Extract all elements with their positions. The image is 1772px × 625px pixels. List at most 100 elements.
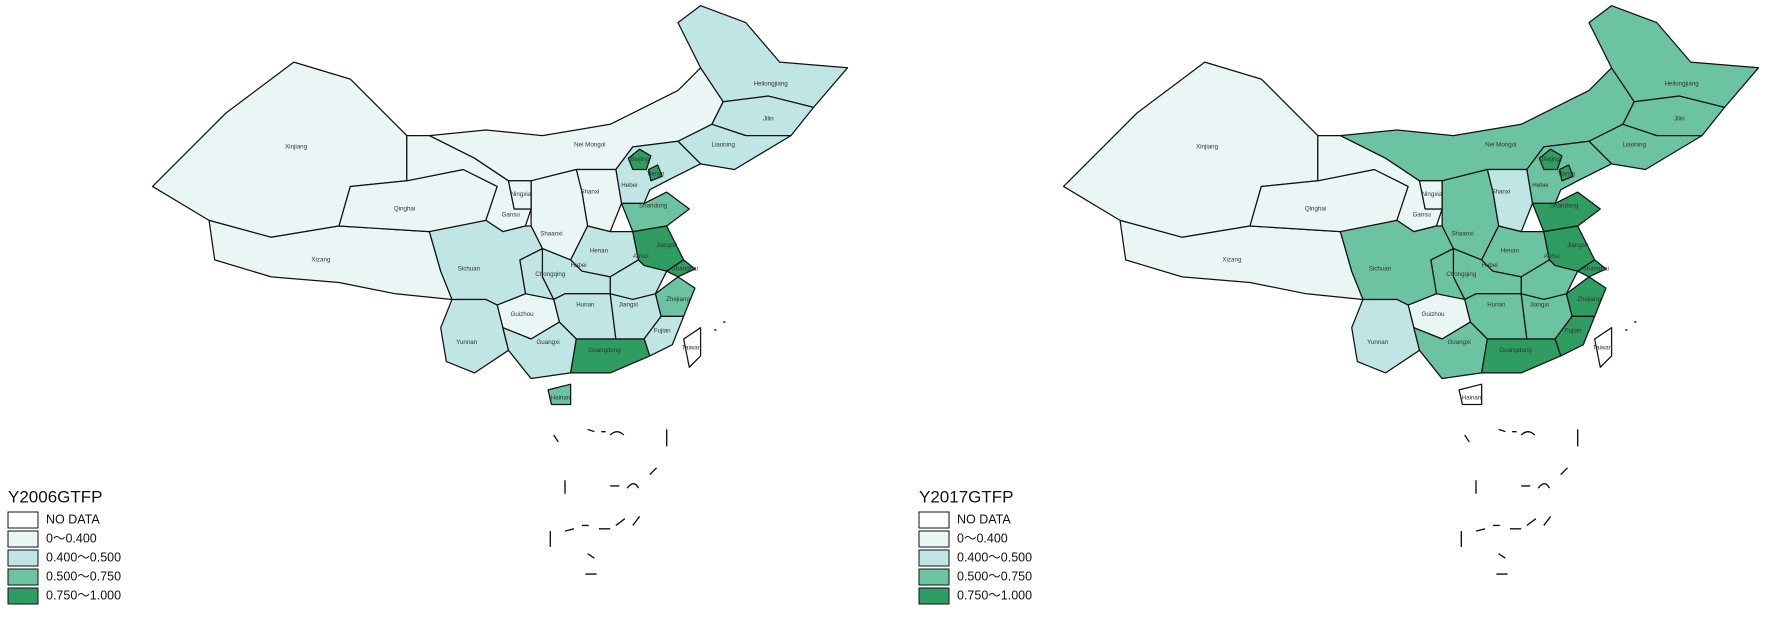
legend-label: 0.400～0.500 [957, 550, 1032, 564]
province-label: Yunnan [456, 339, 478, 346]
legend-label: 0.400～0.500 [46, 550, 121, 564]
province-label: Guangdong [588, 347, 621, 354]
province-label: Hunan [1487, 302, 1506, 309]
province-label: Guizhou [1422, 311, 1446, 318]
province [440, 298, 510, 374]
legend-swatch [7, 530, 39, 548]
legend-title: Y2006GTFP [8, 487, 103, 506]
legend-title: Y2017GTFP [919, 487, 1014, 506]
province-label: Guangdong [1499, 347, 1532, 354]
province-label: Shanxi [580, 189, 599, 196]
province-label: Yunnan [1367, 339, 1389, 346]
province-label: Taiwan [682, 345, 702, 352]
province-label: Ningxia [511, 191, 532, 198]
province-label: Jiangxi [1530, 302, 1549, 309]
province-label: Heilongjiang [1665, 80, 1700, 87]
province-label: Shandong [1550, 202, 1579, 209]
province-label: Hunan [576, 302, 595, 309]
province-label: Guangxi [536, 339, 559, 346]
province-label: Zhejiang [666, 296, 690, 303]
province-label: Tianjin [1557, 171, 1576, 178]
legend-swatch [918, 568, 950, 586]
province-label: Shanghai [1583, 266, 1609, 273]
legend-label: 0～0.400 [957, 531, 1008, 545]
islands [549, 321, 726, 575]
legend-swatch [7, 568, 39, 586]
province-label: Hebei [621, 182, 637, 189]
province-label: Jilin [1674, 115, 1685, 122]
legend-swatch [918, 511, 950, 529]
province [1558, 164, 1574, 182]
province-label: Xizang [311, 257, 331, 264]
legend-label: 0.500～0.750 [46, 569, 121, 583]
province-label: Qinghai [1305, 206, 1326, 213]
province-label: Chongqing [535, 271, 566, 278]
legend-swatch [7, 549, 39, 567]
province [1577, 259, 1607, 278]
legend-swatch [7, 511, 39, 529]
province [1418, 180, 1443, 210]
province [1588, 5, 1760, 108]
province-label: Jiangxi [619, 302, 638, 309]
legend-swatch [918, 530, 950, 548]
province-label: Zhejiang [1577, 296, 1601, 303]
province [683, 327, 702, 368]
province-label: Shanxi [1491, 189, 1510, 196]
legend-label: NO DATA [957, 512, 1011, 526]
province [1119, 219, 1364, 301]
province-label: Jiangsu [656, 242, 678, 249]
province [647, 164, 663, 182]
legend-swatch [918, 587, 950, 605]
province-label: Sichuan [458, 266, 481, 273]
legend-label: 0.750～1.000 [957, 588, 1032, 602]
province-label: Gansu [1413, 211, 1432, 218]
province-label: Ningxia [1422, 191, 1443, 198]
province-label: Guizhou [511, 311, 535, 318]
legend-label: NO DATA [46, 512, 100, 526]
province-label: Guangxi [1447, 339, 1470, 346]
province-label: Jiangsu [1567, 242, 1589, 249]
province-label: Hainan [551, 394, 571, 401]
province [1351, 298, 1421, 374]
province-label: Beijing [630, 156, 649, 163]
province-label: Xinjiang [1196, 144, 1219, 151]
province-label: Hubei [1481, 262, 1497, 269]
province [627, 148, 652, 171]
province-label: Henan [1501, 248, 1520, 255]
legend-label: 0.750～1.000 [46, 588, 121, 602]
province [1481, 338, 1562, 374]
legend-label: 0～0.400 [46, 531, 97, 545]
province-label: Gansu [502, 211, 521, 218]
province [1594, 327, 1613, 368]
province [570, 338, 651, 374]
province [677, 5, 849, 108]
province-label: Anhui [1544, 253, 1560, 260]
legend-swatch [7, 587, 39, 605]
province-label: Nei Mongol [574, 141, 605, 148]
province-label: Chongqing [1446, 271, 1477, 278]
province-label: Hubei [570, 262, 586, 269]
map-panel: Xinjiang Xizang Qinghai Gansu Nei Mongol Heil… [151, 5, 849, 575]
province-label: Qinghai [394, 206, 415, 213]
province-label: Jilin [763, 115, 774, 122]
province-label: Shaanxi [1451, 231, 1473, 238]
province-label: Sichuan [1369, 266, 1392, 273]
province-label: Shaanxi [540, 231, 562, 238]
province [507, 180, 532, 210]
province [1538, 148, 1563, 171]
province-label: Fujian [1565, 328, 1582, 335]
legend-label: 0.500～0.750 [957, 569, 1032, 583]
province-label: Liaoning [711, 141, 735, 148]
province-label: Xinjiang [285, 144, 308, 151]
province-label: Taiwan [1593, 345, 1613, 352]
province-label: Fujian [654, 328, 671, 335]
islands [1460, 321, 1637, 575]
province-label: Nei Mongol [1485, 141, 1516, 148]
province-label: Hainan [1462, 394, 1482, 401]
province-label: Shandong [639, 202, 668, 209]
province [1458, 383, 1483, 406]
province [666, 259, 696, 278]
province-label: Hebei [1532, 182, 1548, 189]
